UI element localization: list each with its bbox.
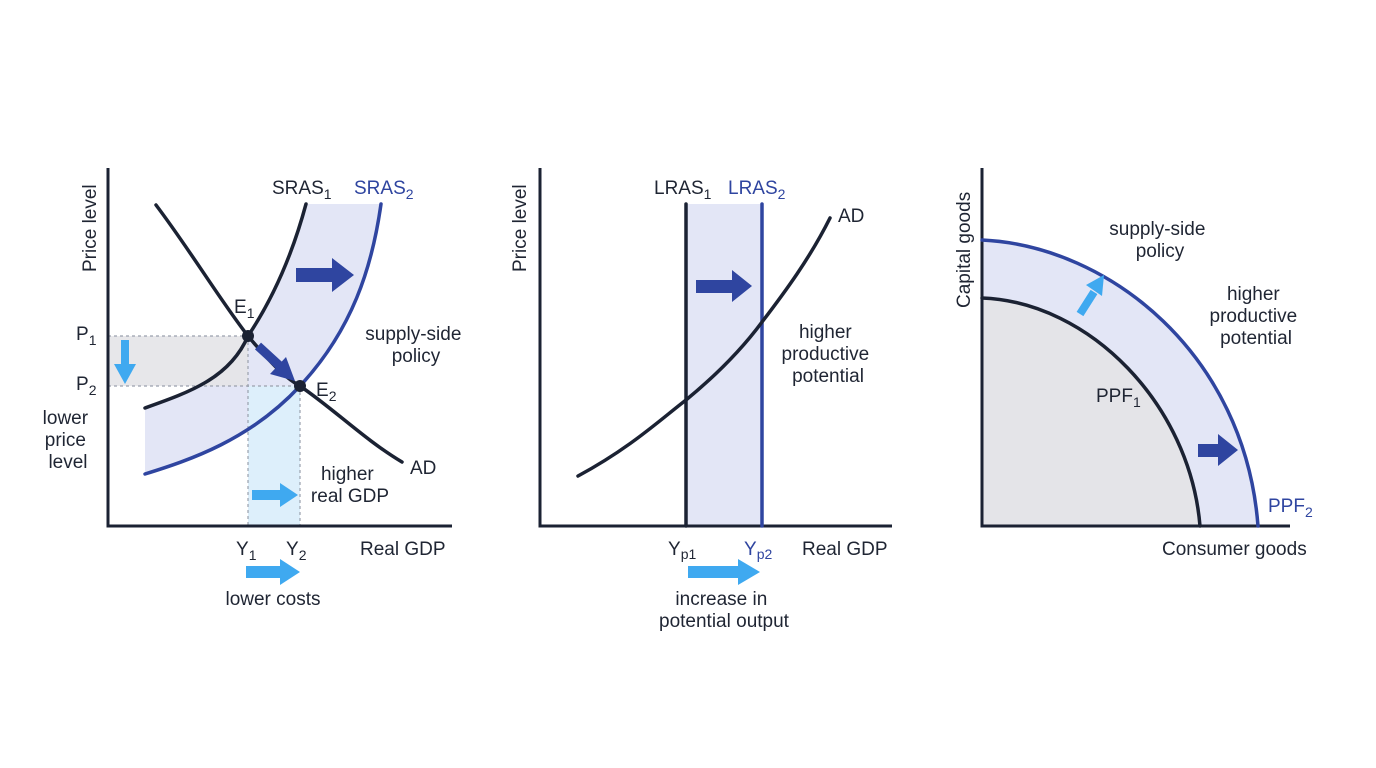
potential-output-arrow: [688, 559, 760, 585]
y2-label: Y2: [286, 539, 307, 563]
equilibrium-move-arrow: [254, 342, 295, 381]
e1-point: [242, 330, 254, 342]
panel2-axes: [538, 168, 892, 528]
ppf2-curve: [980, 238, 1260, 528]
ppf-shift-band: [982, 240, 1258, 526]
panel3-higher-potential-label: higher productive potential: [1210, 284, 1303, 349]
ppf-shift-arrow-consumer: [1198, 434, 1238, 466]
sras2-label: SRAS2: [354, 178, 414, 202]
price-down-arrow: [114, 340, 136, 384]
sras-shift-arrow: [296, 258, 354, 292]
yp2-label: Yp2: [744, 539, 772, 562]
y1-label: Y1: [236, 539, 257, 563]
ppf2-label: PPF2: [1268, 496, 1313, 520]
panel-ppf-shift: Capital goods Consumer goods PPF1 PPF2 s…: [954, 168, 1313, 560]
panel3-axes: [980, 168, 1290, 528]
panel1-x-axis-label: Real GDP: [360, 539, 446, 560]
ppf1-label: PPF1: [1096, 386, 1141, 410]
panel1-ad-label: AD: [410, 458, 436, 479]
panel3-x-axis-label: Consumer goods: [1162, 539, 1307, 560]
lras1-label: LRAS1: [654, 178, 712, 202]
yp1-label: Yp1: [668, 539, 696, 562]
e2-point: [294, 380, 306, 392]
panel2-x-axis-label: Real GDP: [802, 539, 888, 560]
supply-side-policy-label: supply-side policy: [365, 324, 466, 367]
p2-label: P2: [76, 374, 97, 398]
panel3-y-axis-label: Capital goods: [954, 192, 975, 308]
gdp-increase-band: [248, 386, 300, 526]
e2-label: E2: [316, 380, 337, 404]
panel-sras-shift: Price level Real GDP SRAS1 SRAS2 E1 E2 P…: [43, 168, 466, 610]
panel2-ad-curve: [576, 216, 832, 478]
lower-price-level-label: lower price level: [43, 408, 94, 473]
panel2-ad-label: AD: [838, 206, 864, 227]
lower-costs-label: lower costs: [225, 589, 320, 610]
ppf1-area: [982, 298, 1200, 526]
lras-shift-arrow: [696, 270, 752, 302]
panel-lras-shift: Price level Real GDP LRAS1 LRAS2 AD Yp1 …: [510, 168, 892, 632]
sras1-label: SRAS1: [272, 178, 332, 202]
panel2-higher-potential-label: higher productive potential: [782, 322, 875, 387]
lower-costs-arrow: [246, 559, 300, 585]
higher-real-gdp-label: higher real GDP: [311, 464, 389, 507]
panel1-axes: [106, 168, 452, 528]
panel2-y-axis-label: Price level: [510, 184, 531, 272]
panel3-supply-side-label: supply-side policy: [1109, 219, 1210, 262]
gdp-right-arrow: [252, 483, 298, 507]
panel1-y-axis-label: Price level: [80, 184, 101, 272]
lras2-label: LRAS2: [728, 178, 786, 202]
ppf1-curve: [980, 296, 1202, 528]
price-drop-area: [108, 336, 248, 386]
p1-label: P1: [76, 324, 97, 348]
increase-potential-output-label: increase in potential output: [659, 589, 790, 632]
e1-label: E1: [234, 297, 255, 321]
ppf-shift-arrow-capital: [1076, 275, 1104, 317]
